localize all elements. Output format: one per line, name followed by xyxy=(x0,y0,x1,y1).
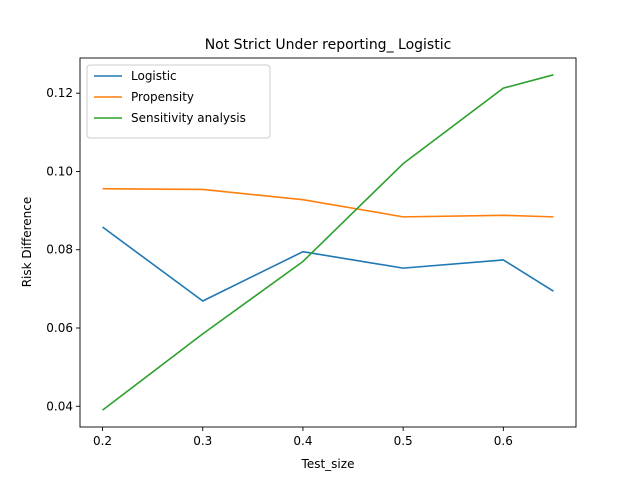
x-tick-label: 0.4 xyxy=(293,434,312,448)
y-tick-label: 0.06 xyxy=(46,321,73,335)
legend-label-0: Logistic xyxy=(131,69,177,83)
series-line-0 xyxy=(102,226,554,302)
x-tick-label: 0.2 xyxy=(93,434,112,448)
x-tick-label: 0.5 xyxy=(394,434,413,448)
y-axis-label: Risk Difference xyxy=(20,197,34,288)
y-tick-label: 0.10 xyxy=(46,164,73,178)
legend-label-2: Sensitivity analysis xyxy=(131,111,246,125)
y-tick-label: 0.12 xyxy=(46,86,73,100)
legend: Logistic Propensity Sensitivity analysis xyxy=(86,64,271,139)
x-tick-label: 0.6 xyxy=(494,434,513,448)
x-tick-label: 0.3 xyxy=(193,434,212,448)
x-axis: 0.2 0.3 0.4 0.5 0.6 xyxy=(93,427,513,448)
legend-box xyxy=(86,64,271,139)
y-axis: 0.04 0.06 0.08 0.10 0.12 xyxy=(46,86,80,413)
chart-title: Not Strict Under reporting_ Logistic xyxy=(205,37,452,53)
plot-frame xyxy=(79,57,577,428)
series-line-2 xyxy=(102,74,554,411)
y-tick-label: 0.04 xyxy=(46,399,73,413)
x-axis-label: Test_size xyxy=(301,457,355,471)
legend-label-1: Propensity xyxy=(131,90,194,104)
series-line-1 xyxy=(102,187,554,218)
y-tick-label: 0.08 xyxy=(46,243,73,257)
plot-area xyxy=(79,57,577,428)
